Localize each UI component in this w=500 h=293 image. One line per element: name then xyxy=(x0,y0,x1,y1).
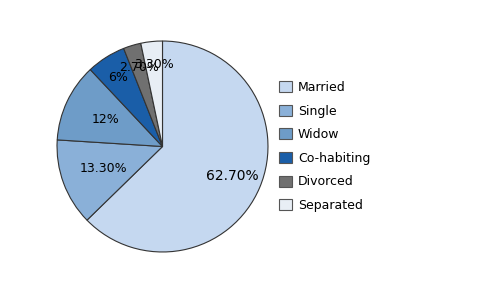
Legend: Married, Single, Widow, Co-habiting, Divorced, Separated: Married, Single, Widow, Co-habiting, Div… xyxy=(274,76,376,217)
Wedge shape xyxy=(141,41,163,146)
Wedge shape xyxy=(57,140,162,220)
Text: 3.30%: 3.30% xyxy=(134,58,174,71)
Wedge shape xyxy=(87,41,268,252)
Wedge shape xyxy=(57,70,162,146)
Text: 6%: 6% xyxy=(108,71,128,84)
Text: 62.70%: 62.70% xyxy=(206,169,259,183)
Wedge shape xyxy=(124,43,162,146)
Text: 13.30%: 13.30% xyxy=(80,162,127,175)
Text: 12%: 12% xyxy=(92,113,119,126)
Text: 2.70%: 2.70% xyxy=(119,61,158,74)
Wedge shape xyxy=(90,48,162,146)
